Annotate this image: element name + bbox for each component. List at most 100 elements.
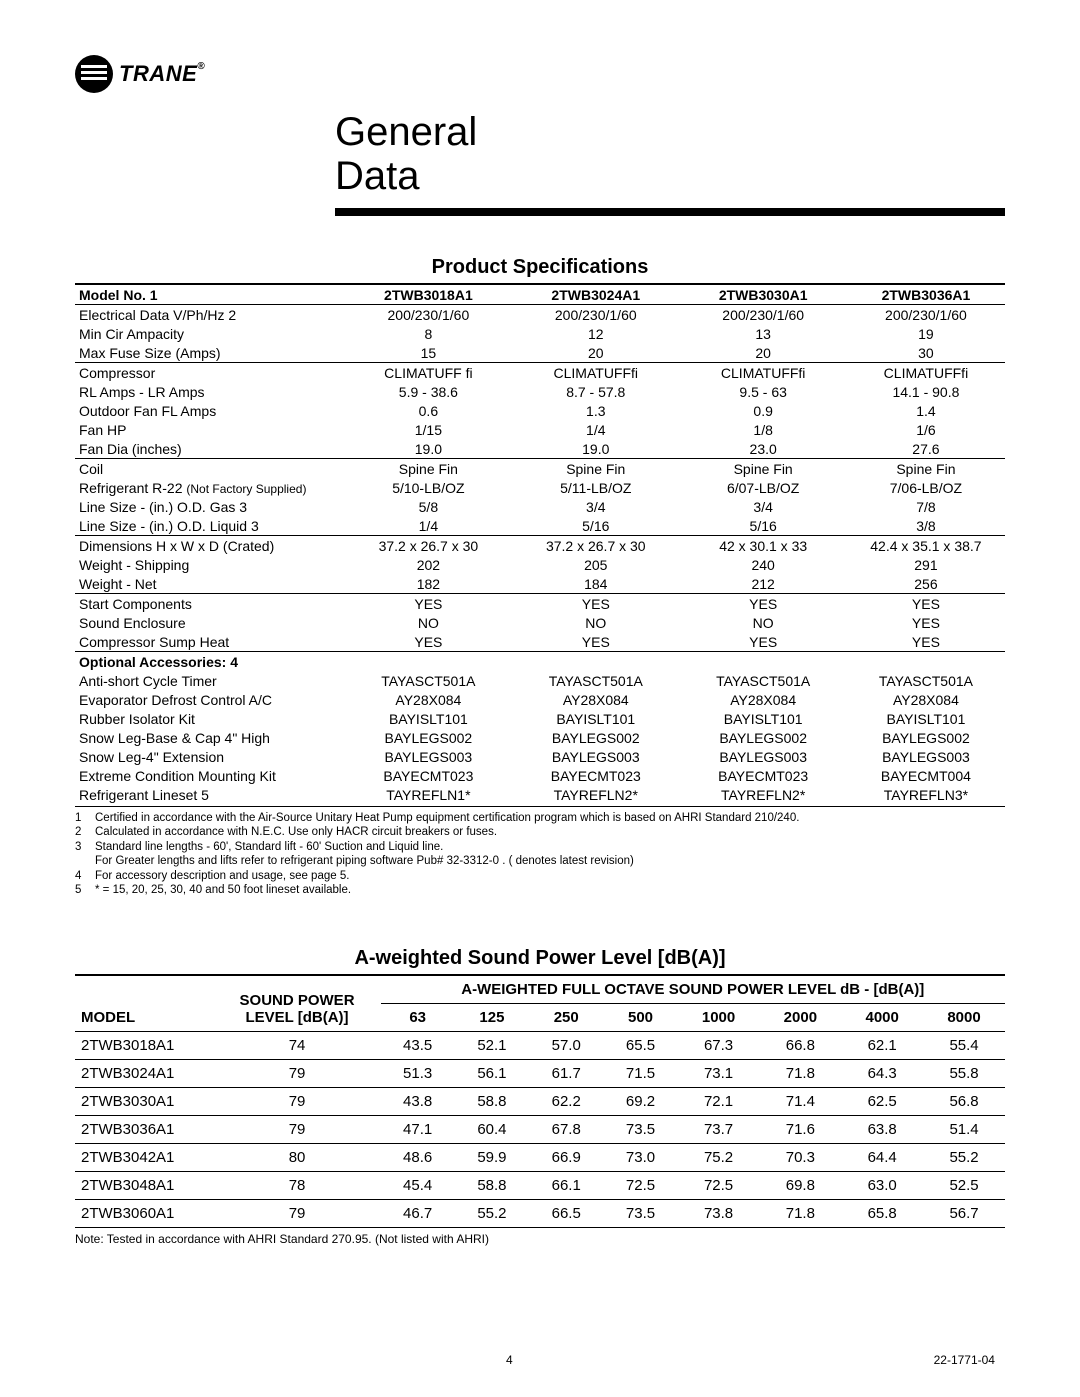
spec-cell: 5/8 — [345, 497, 512, 516]
spec-cell: 200/230/1/60 — [679, 305, 846, 325]
sound-cell: 45.4 — [381, 1172, 455, 1200]
spec-cell: TAYASCT501A — [847, 671, 1005, 690]
spec-model-header: 2TWB3036A1 — [847, 285, 1005, 305]
sound-spl: 80 — [214, 1144, 381, 1172]
sound-model: 2TWB3024A1 — [75, 1060, 214, 1088]
spec-cell: 5.9 - 38.6 — [345, 382, 512, 401]
sound-freq-header: 2000 — [759, 1004, 841, 1032]
spec-cell: TAYREFLN2* — [512, 785, 679, 804]
spec-cell: 1/4 — [345, 516, 512, 536]
spec-cell: 42 x 30.1 x 33 — [679, 536, 846, 556]
sound-cell: 58.8 — [455, 1172, 529, 1200]
spec-cell: 27.6 — [847, 439, 1005, 459]
spec-cell: NO — [345, 613, 512, 632]
spec-cell: BAYECMT004 — [847, 766, 1005, 785]
sound-table: MODELSOUND POWER LEVEL [dB(A)]A-WEIGHTED… — [75, 976, 1005, 1228]
sound-freq-header: 125 — [455, 1004, 529, 1032]
spec-cell: BAYLEGS002 — [679, 728, 846, 747]
sound-cell: 67.3 — [678, 1032, 760, 1060]
spec-cell: BAYLEGS003 — [512, 747, 679, 766]
spec-cell: 0.9 — [679, 401, 846, 420]
spec-row-label: Refrigerant Lineset 5 — [75, 785, 345, 804]
spec-cell: 1.3 — [512, 401, 679, 420]
spec-row-label: Extreme Condition Mounting Kit — [75, 766, 345, 785]
sound-cell: 58.8 — [455, 1088, 529, 1116]
sound-cell: 64.4 — [841, 1144, 923, 1172]
spec-cell: BAYLEGS003 — [345, 747, 512, 766]
spec-row-label: Snow Leg-4" Extension — [75, 747, 345, 766]
sound-freq-header: 500 — [603, 1004, 677, 1032]
sound-cell: 55.8 — [923, 1060, 1005, 1088]
spec-cell: TAYASCT501A — [679, 671, 846, 690]
sound-cell: 65.5 — [603, 1032, 677, 1060]
spec-row-label: Electrical Data V/Ph/Hz 2 — [75, 305, 345, 325]
sound-spl: 79 — [214, 1116, 381, 1144]
spec-cell: 200/230/1/60 — [345, 305, 512, 325]
sound-cell: 43.5 — [381, 1032, 455, 1060]
sound-freq-header: 4000 — [841, 1004, 923, 1032]
sound-cell: 56.7 — [923, 1200, 1005, 1228]
spec-cell: BAYISLT101 — [512, 709, 679, 728]
sound-cell: 64.3 — [841, 1060, 923, 1088]
spec-row-label: Line Size - (in.) O.D. Gas 3 — [75, 497, 345, 516]
sound-cell: 47.1 — [381, 1116, 455, 1144]
sound-model: 2TWB3036A1 — [75, 1116, 214, 1144]
footnote-num: 4 — [75, 869, 87, 883]
spec-cell: 19.0 — [512, 439, 679, 459]
sound-cell: 61.7 — [529, 1060, 603, 1088]
sound-cell: 73.0 — [603, 1144, 677, 1172]
spec-row-label: Coil — [75, 459, 345, 479]
spec-cell: 1/6 — [847, 420, 1005, 439]
brand-name: TRANE® — [119, 61, 205, 87]
spec-cell: YES — [679, 632, 846, 652]
sound-cell: 62.2 — [529, 1088, 603, 1116]
spec-cell: 37.2 x 26.7 x 30 — [345, 536, 512, 556]
spec-row-label: Start Components — [75, 594, 345, 614]
sound-col-spl: SOUND POWER LEVEL [dB(A)] — [214, 976, 381, 1032]
footnote-text: Calculated in accordance with N.E.C. Use… — [95, 825, 497, 839]
spec-cell: 200/230/1/60 — [512, 305, 679, 325]
spec-cell: AY28X084 — [512, 690, 679, 709]
spec-cell: 23.0 — [679, 439, 846, 459]
spec-cell: 202 — [345, 555, 512, 574]
spec-cell: BAYLEGS003 — [679, 747, 846, 766]
spec-cell: AY28X084 — [345, 690, 512, 709]
sound-cell: 73.7 — [678, 1116, 760, 1144]
spec-row-label: Evaporator Defrost Control A/C — [75, 690, 345, 709]
footnotes: 1Certified in accordance with the Air-So… — [75, 806, 1005, 897]
sound-cell: 75.2 — [678, 1144, 760, 1172]
sound-cell: 72.1 — [678, 1088, 760, 1116]
sound-cell: 46.7 — [381, 1200, 455, 1228]
sound-freq-header: 8000 — [923, 1004, 1005, 1032]
sound-cell: 73.5 — [603, 1116, 677, 1144]
spec-cell: 5/10-LB/OZ — [345, 478, 512, 497]
spec-cell: 6/07-LB/OZ — [679, 478, 846, 497]
spec-header-label: Model No. 1 — [75, 285, 345, 305]
spec-cell: YES — [847, 594, 1005, 614]
spec-cell: 30 — [847, 343, 1005, 363]
spec-row-label: RL Amps - LR Amps — [75, 382, 345, 401]
spec-cell: CLIMATUFF fi — [345, 363, 512, 383]
spec-cell: 3/4 — [512, 497, 679, 516]
sound-cell: 67.8 — [529, 1116, 603, 1144]
spec-model-header: 2TWB3018A1 — [345, 285, 512, 305]
spec-cell: 9.5 - 63 — [679, 382, 846, 401]
page-number: 4 — [506, 1353, 513, 1367]
spec-cell: 0.6 — [345, 401, 512, 420]
spec-cell: TAYASCT501A — [345, 671, 512, 690]
spec-cell: 1.4 — [847, 401, 1005, 420]
spec-cell: 20 — [679, 343, 846, 363]
spec-cell: 240 — [679, 555, 846, 574]
sound-note: Note: Tested in accordance with AHRI Sta… — [75, 1232, 1005, 1246]
sound-cell: 48.6 — [381, 1144, 455, 1172]
sound-cell: 59.9 — [455, 1144, 529, 1172]
spec-cell: 20 — [512, 343, 679, 363]
sound-cell: 55.2 — [455, 1200, 529, 1228]
spec-cell: 19.0 — [345, 439, 512, 459]
spec-cell: Spine Fin — [512, 459, 679, 479]
spec-row-label: Anti-short Cycle Timer — [75, 671, 345, 690]
sound-cell: 51.4 — [923, 1116, 1005, 1144]
footnote-num: 2 — [75, 825, 87, 839]
footnote-text: Certified in accordance with the Air-Sou… — [95, 811, 799, 825]
spec-cell: 42.4 x 35.1 x 38.7 — [847, 536, 1005, 556]
